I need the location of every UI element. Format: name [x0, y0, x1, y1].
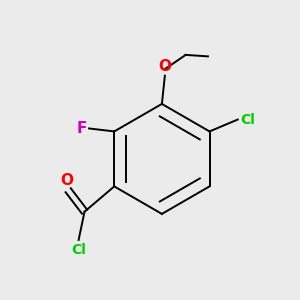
Text: Cl: Cl	[71, 243, 86, 257]
Text: O: O	[60, 173, 73, 188]
Text: Cl: Cl	[240, 112, 255, 127]
Text: F: F	[76, 121, 87, 136]
Text: O: O	[158, 59, 171, 74]
